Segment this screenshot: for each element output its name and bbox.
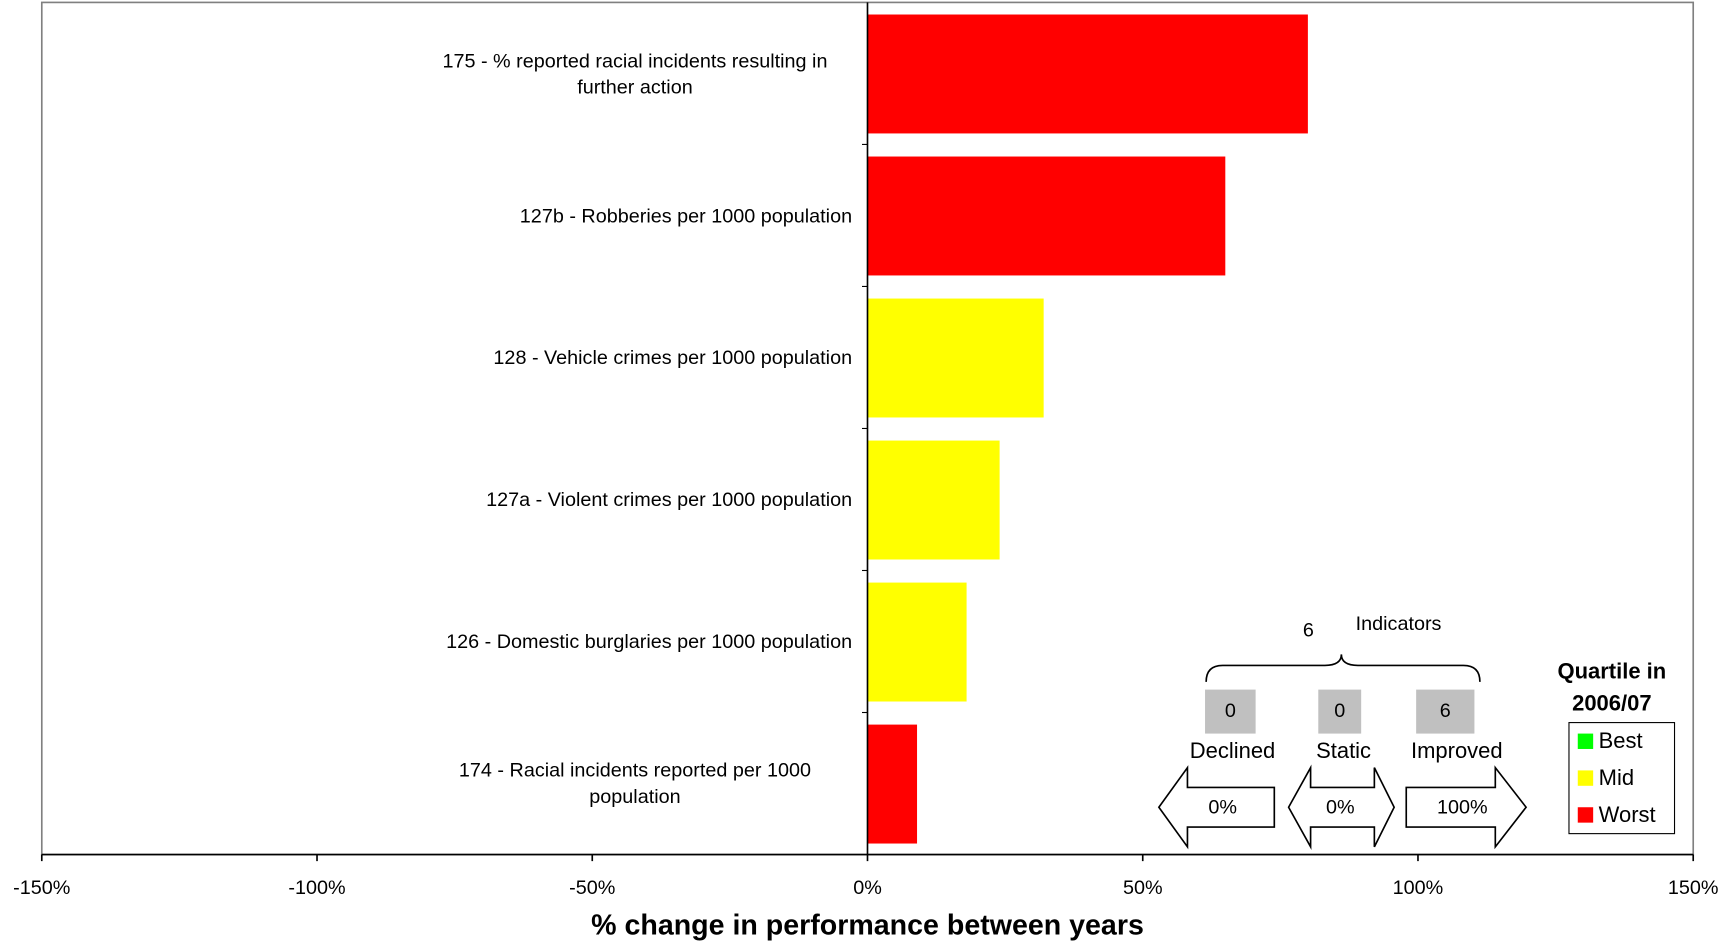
legend-label: Mid bbox=[1599, 765, 1634, 790]
y-tick-label-box: 174 - Racial incidents reported per 1000… bbox=[330, 712, 852, 854]
x-tick-label: 100% bbox=[1393, 877, 1444, 899]
bar bbox=[867, 156, 1226, 276]
y-tick-label-text: 175 - % reported racial incidents result… bbox=[442, 49, 828, 98]
y-tick-label-box: 175 - % reported racial incidents result… bbox=[330, 2, 852, 144]
x-tick-label: 50% bbox=[1123, 877, 1163, 899]
summary-total: 6 bbox=[1303, 620, 1314, 642]
x-tick-label: -150% bbox=[13, 877, 70, 899]
group-label: Static bbox=[1316, 738, 1371, 763]
y-tick-label-box: 126 - Domestic burglaries per 1000 popul… bbox=[330, 570, 852, 712]
arrow bbox=[1157, 765, 1276, 850]
group-label: Improved bbox=[1411, 738, 1503, 763]
group-label: Declined bbox=[1190, 738, 1275, 763]
legend-title-box: Quartile in 2006/07 bbox=[1534, 657, 1690, 721]
y-tick-label: 127b - Robberies per 1000 population bbox=[330, 144, 852, 286]
x-tick-label: 0% bbox=[853, 877, 882, 899]
legend-title-text: Quartile in 2006/07 bbox=[1557, 659, 1667, 716]
legend-swatch bbox=[1577, 770, 1594, 786]
bar bbox=[867, 298, 1044, 418]
y-tick-label-box: 128 - Vehicle crimes per 1000 population bbox=[330, 286, 852, 428]
x-axis-title: % change in performance between years bbox=[591, 910, 1144, 942]
y-tick-label-text: 128 - Vehicle crimes per 1000 population bbox=[493, 346, 853, 369]
y-tick-label-text: 174 - Racial incidents reported per 1000… bbox=[458, 759, 811, 808]
y-tick-label: 175 - % reported racial incidents result… bbox=[330, 2, 852, 144]
x-tick-label: -100% bbox=[288, 877, 345, 899]
x-tick-label: 150% bbox=[1668, 877, 1719, 899]
summary-total-label: Indicators bbox=[1356, 613, 1442, 635]
count: 6 bbox=[1440, 700, 1451, 722]
count: 0 bbox=[1334, 700, 1345, 722]
y-tick-label: 127a - Violent crimes per 1000 populatio… bbox=[330, 428, 852, 570]
count-box bbox=[1205, 689, 1256, 734]
bar bbox=[867, 440, 1000, 560]
legend-label: Worst bbox=[1599, 802, 1656, 827]
legend-label: Best bbox=[1599, 728, 1643, 753]
y-tick-label: 174 - Racial incidents reported per 1000… bbox=[330, 712, 852, 854]
y-tick-label: 128 - Vehicle crimes per 1000 population bbox=[330, 286, 852, 428]
arrow bbox=[1405, 765, 1528, 850]
percent: 0% bbox=[1326, 797, 1355, 819]
x-tick-label: -50% bbox=[569, 877, 615, 899]
y-tick-label: 126 - Domestic burglaries per 1000 popul… bbox=[330, 570, 852, 712]
legend-swatch bbox=[1577, 807, 1594, 823]
y-tick-label-box: 127b - Robberies per 1000 population bbox=[330, 144, 852, 286]
percent: 0% bbox=[1208, 797, 1237, 819]
bar bbox=[867, 582, 967, 702]
bar bbox=[867, 724, 918, 844]
count-box bbox=[1318, 689, 1362, 734]
legend-swatch bbox=[1577, 733, 1594, 749]
legend-title: Quartile in 2006/07 bbox=[1534, 657, 1690, 721]
y-tick-label-text: 127a - Violent crimes per 1000 populatio… bbox=[486, 488, 853, 511]
count-box bbox=[1416, 689, 1475, 734]
y-tick-label-box: 127a - Violent crimes per 1000 populatio… bbox=[330, 428, 852, 570]
y-tick-label-text: 127b - Robberies per 1000 population bbox=[519, 204, 853, 227]
count: 0 bbox=[1225, 700, 1236, 722]
arrow bbox=[1287, 764, 1396, 851]
percent: 100% bbox=[1437, 797, 1488, 819]
brace bbox=[1205, 654, 1481, 682]
bar bbox=[867, 14, 1308, 134]
y-tick-label-text: 126 - Domestic burglaries per 1000 popul… bbox=[446, 630, 853, 653]
